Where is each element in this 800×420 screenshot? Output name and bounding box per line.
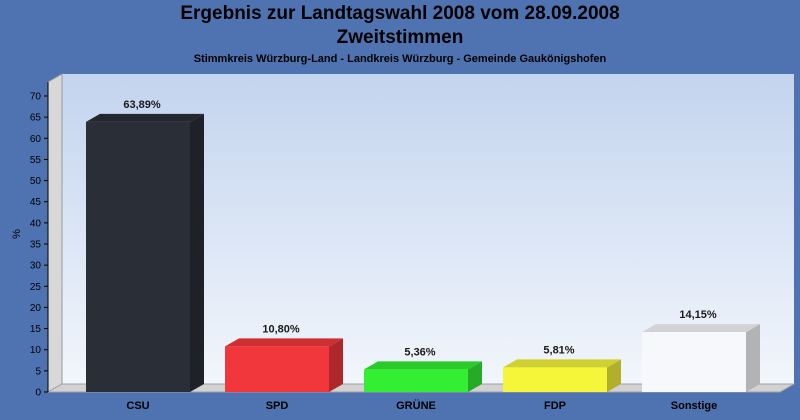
plot-left-wall [47,73,63,393]
bar-side [746,324,760,392]
bar-top [86,113,204,122]
y-tick-label: 30 [30,261,42,272]
y-tick-label: 0 [35,388,41,399]
y-tick-label: 50 [30,176,42,187]
y-axis: 0 5 10 15 20 25 30 35 40 45 50 55 60 65 70 [30,82,49,399]
y-tick-label: 40 [30,218,42,229]
bar-side [468,361,482,392]
y-tick-label: 35 [30,240,42,251]
bar-value-label: 14,15% [679,309,717,321]
bar-side [329,338,343,392]
y-tick-label: 45 [30,197,42,208]
bar-spd: 10,80% [225,323,343,392]
y-tick-label: 5 [35,366,41,377]
x-tick-label: FDP [544,400,566,412]
x-tick-label: Sonstige [671,400,717,412]
plot-back-wall [62,74,794,384]
bar-top [225,338,343,347]
x-tick-label: GRÜNE [396,399,436,412]
bar-front [225,346,329,392]
y-tick-label: 10 [30,345,42,356]
bar-top [642,324,760,333]
y-tick-label: 25 [30,282,42,293]
bar-value-label: 5,36% [404,346,435,358]
bar-front [364,369,468,392]
bar-top [364,361,482,370]
y-tick-label: 65 [30,113,42,124]
chart-title: Ergebnis zur Landtagswahl 2008 vom 28.09… [180,3,620,24]
bar-value-label: 5,81% [543,344,574,356]
y-tick-label: 60 [30,134,42,145]
bar-front [503,367,607,392]
bar-front [642,332,746,392]
bar-front [86,121,190,392]
bar-side [607,359,621,392]
y-axis-label: % [11,229,23,239]
x-tick-label: SPD [266,400,289,412]
chart-subtitle: Zweitstimmen [336,27,464,48]
chart-caption: Stimmkreis Würzburg-Land - Landkreis Wür… [193,53,607,65]
bar-grüne: 5,36% [364,346,482,392]
y-tick-label: 20 [30,303,42,314]
bar-csu: 63,89% [86,99,204,392]
bar-value-label: 63,89% [123,99,161,111]
bar-top [503,359,621,368]
y-tick-label: 15 [30,324,42,335]
y-tick-label: 70 [30,92,42,103]
bar-fdp: 5,81% [503,344,621,392]
x-tick-label: CSU [126,400,149,412]
bar-sonstige: 14,15% [642,309,760,392]
bar-side [190,113,204,392]
x-axis: CSU SPD GRÜNE FDP Sonstige [126,399,717,412]
bar-value-label: 10,80% [262,323,300,335]
y-tick-label: 55 [30,155,42,166]
bars: 63,89% 10,80% 5,36% 5,81% 14,15% [86,99,760,392]
